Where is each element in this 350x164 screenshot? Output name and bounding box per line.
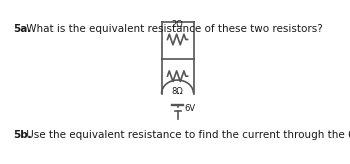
Text: 5a.: 5a. <box>13 24 32 34</box>
Text: What is the equivalent resistance of these two resistors?: What is the equivalent resistance of the… <box>23 24 323 34</box>
Text: Use the equivalent resistance to find the current through the 6V battery.: Use the equivalent resistance to find th… <box>23 130 350 140</box>
Text: 2Ω: 2Ω <box>172 20 183 29</box>
Text: 8Ω: 8Ω <box>172 87 183 96</box>
Text: 5b.: 5b. <box>13 130 32 140</box>
Text: 6V: 6V <box>185 104 196 113</box>
